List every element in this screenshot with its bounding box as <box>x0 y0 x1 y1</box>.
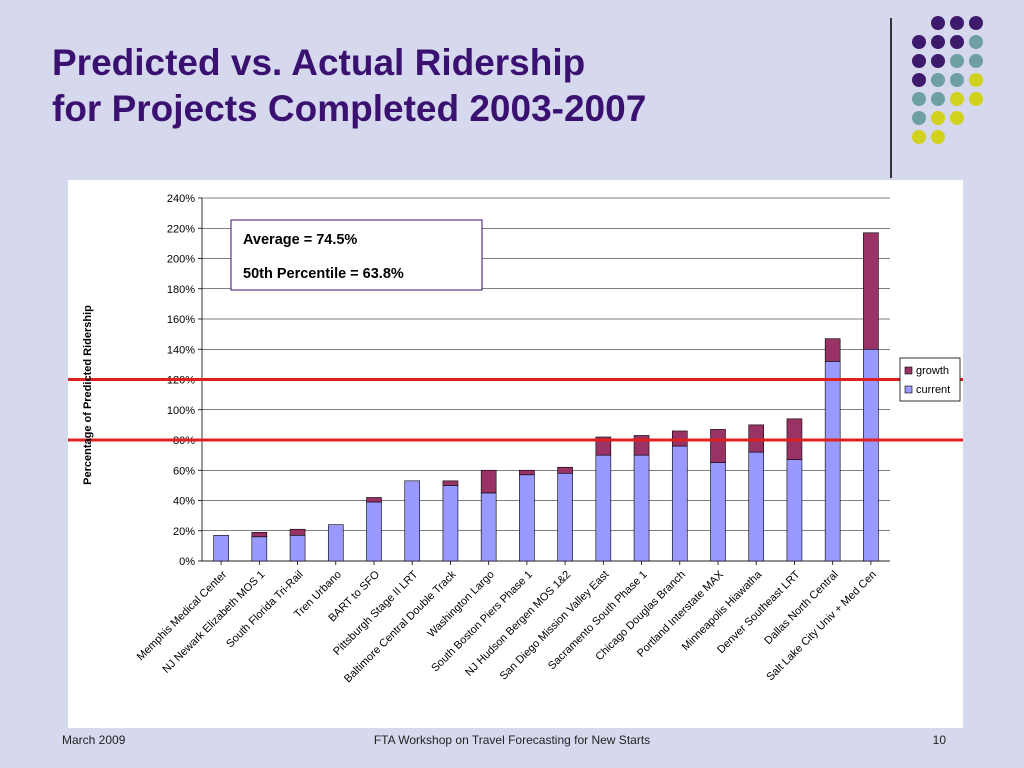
decorative-dot <box>931 16 945 30</box>
y-tick-label: 60% <box>173 465 195 477</box>
bar-current <box>863 348 879 562</box>
decorative-dot <box>931 54 945 68</box>
bar-current <box>633 454 650 562</box>
reference-lines <box>68 378 963 442</box>
bar-current <box>786 459 803 562</box>
bar-current <box>251 536 268 562</box>
bar-growth <box>251 531 268 538</box>
annotation-average: Average = 74.5% <box>243 232 357 248</box>
decorative-dot <box>912 92 926 106</box>
decorative-dot <box>931 111 945 125</box>
bar-current <box>824 361 841 562</box>
bar-growth <box>557 466 573 474</box>
decorative-dot <box>931 130 945 144</box>
decorative-dot <box>950 54 964 68</box>
decorative-dot <box>969 92 983 106</box>
y-tick-label: 140% <box>167 344 195 356</box>
legend-label-current: current <box>916 384 950 396</box>
decorative-dot <box>912 54 926 68</box>
legend: growth current <box>899 357 961 402</box>
bar-current <box>595 454 612 562</box>
bar-current <box>404 480 421 562</box>
bar-growth <box>671 430 688 447</box>
decorative-dot <box>912 35 926 49</box>
y-tick-label: 180% <box>167 284 195 296</box>
decorative-dot <box>912 111 926 125</box>
decorative-dot <box>950 111 964 125</box>
legend-swatch-current <box>904 385 913 394</box>
bar-current <box>671 445 688 562</box>
decorative-dot <box>950 16 964 30</box>
bar-current <box>442 485 459 562</box>
bar-current <box>366 501 382 562</box>
bar-growth <box>748 424 765 453</box>
title-divider-line <box>890 18 892 178</box>
footer-date: March 2009 <box>62 733 126 747</box>
decorative-dot <box>950 92 964 106</box>
decorative-dot <box>969 35 983 49</box>
bar-current <box>480 492 497 562</box>
bar-growth <box>633 435 650 456</box>
y-tick-label: 100% <box>167 405 195 417</box>
y-tick-label: 220% <box>167 223 195 235</box>
decorative-dot <box>912 130 926 144</box>
chart-panel: 0%20%40%60%80%100%120%140%160%180%200%22… <box>68 180 963 728</box>
bar-current <box>289 534 306 562</box>
bar-current <box>213 534 229 562</box>
y-tick-label: 240% <box>167 193 195 205</box>
y-tick-label: 20% <box>173 526 195 538</box>
bar-current <box>557 472 573 562</box>
bar-growth <box>824 338 841 362</box>
annotation-box: Average = 74.5% 50th Percentile = 63.8% <box>230 219 483 291</box>
decorative-dot <box>912 73 926 87</box>
slide-title: Predicted vs. Actual Ridership for Proje… <box>52 40 646 132</box>
bars <box>213 232 879 562</box>
y-tick-label: 40% <box>173 496 195 508</box>
slide-title-line-2: for Projects Completed 2003-2007 <box>52 88 647 129</box>
bar-growth <box>480 469 497 494</box>
x-tick-label: Washington Largo <box>425 569 496 640</box>
bar-growth <box>595 436 612 456</box>
bar-growth <box>710 429 726 463</box>
slide-title-line-1: Predicted vs. Actual Ridership <box>52 42 586 83</box>
bar-growth <box>366 497 382 503</box>
bar-growth <box>519 469 535 476</box>
footer-title: FTA Workshop on Travel Forecasting for N… <box>373 733 651 747</box>
bar-growth <box>442 480 459 486</box>
decorative-dot <box>969 54 983 68</box>
y-tick-label: 0% <box>179 556 195 568</box>
y-tick-label: 160% <box>167 314 195 326</box>
bar-current <box>748 451 765 562</box>
bar-current <box>327 524 344 562</box>
ridership-bar-chart: 0%20%40%60%80%100%120%140%160%180%200%22… <box>68 193 963 685</box>
decorative-dot <box>969 16 983 30</box>
footer-page-number: 10 <box>932 733 946 747</box>
bar-current <box>710 462 726 562</box>
annotation-percentile: 50th Percentile = 63.8% <box>243 266 404 282</box>
decorative-dot <box>950 35 964 49</box>
decorative-dot <box>931 73 945 87</box>
bar-growth <box>863 232 879 350</box>
decorative-dot <box>969 73 983 87</box>
legend-swatch-growth <box>904 366 913 375</box>
y-axis-label: Percentage of Predicted Ridership <box>82 305 94 485</box>
decorative-dot <box>931 92 945 106</box>
decorative-dot <box>931 35 945 49</box>
bar-growth <box>289 528 306 536</box>
y-tick-label: 200% <box>167 254 195 266</box>
bar-current <box>519 474 535 562</box>
x-tick-label: Dallas North Central <box>762 569 841 648</box>
decorative-dot <box>950 73 964 87</box>
legend-label-growth: growth <box>916 365 949 377</box>
